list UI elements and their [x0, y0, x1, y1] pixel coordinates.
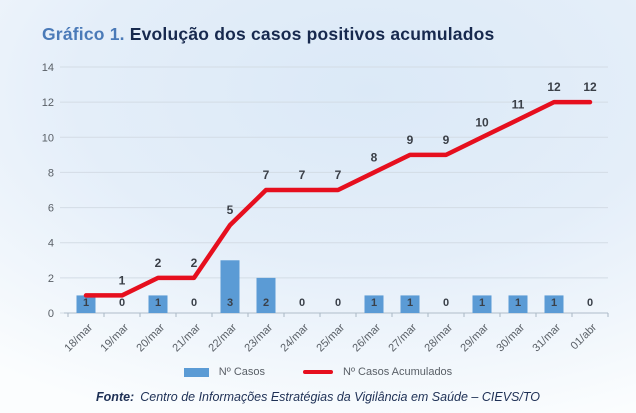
bar-value-label: 1 — [83, 297, 89, 309]
x-tick-label: 21/mar — [170, 321, 203, 354]
y-tick-label: 10 — [42, 132, 54, 144]
bar-value-label: 0 — [191, 297, 197, 309]
x-tick-label: 26/mar — [350, 321, 383, 354]
line-value-label: 12 — [583, 80, 597, 94]
y-tick-label: 2 — [48, 273, 54, 285]
source-note-label: Fonte: — [96, 390, 135, 404]
bar-value-label: 1 — [371, 297, 377, 309]
bar — [220, 260, 240, 313]
bar-value-label: 1 — [515, 297, 521, 309]
bar-value-label: 0 — [587, 297, 593, 309]
chart-title-text: Evolução dos casos positivos acumulados — [129, 24, 495, 44]
bar-value-label: 0 — [299, 297, 305, 309]
bar — [256, 277, 276, 313]
chart-title: Gráfico 1. Evolução dos casos positivos a… — [42, 24, 494, 45]
bar-value-label: 0 — [119, 297, 125, 309]
bar-value-label: 0 — [335, 297, 341, 309]
chart-title-prefix: Gráfico 1. — [42, 24, 125, 44]
y-tick-label: 4 — [48, 238, 54, 250]
source-note-text: Centro de Informações Estratégias da Vig… — [140, 390, 540, 404]
legend-line-swatch-icon — [303, 370, 333, 374]
bar — [148, 295, 168, 313]
y-tick-label: 6 — [48, 203, 54, 215]
source-note: Fonte: Centro de Informações Estratégias … — [0, 390, 636, 404]
bar-value-label: 1 — [551, 297, 557, 309]
line-value-label: 7 — [335, 168, 342, 182]
chart-legend: Nº Casos Nº Casos Acumulados — [0, 366, 636, 378]
line-value-label: 7 — [263, 168, 270, 182]
bar — [544, 295, 564, 313]
line-value-label: 12 — [547, 80, 561, 94]
y-tick-label: 8 — [48, 167, 54, 179]
x-tick-label: 19/mar — [98, 321, 131, 354]
x-tick-label: 20/mar — [134, 321, 167, 354]
legend-bar-label: Nº Casos — [218, 366, 265, 378]
y-tick-label: 14 — [42, 62, 54, 74]
line-value-label: 8 — [371, 150, 378, 164]
bar-value-label: 0 — [443, 297, 449, 309]
line-value-label: 10 — [475, 115, 489, 129]
x-tick-label: 22/mar — [206, 321, 239, 354]
line-value-label: 9 — [407, 133, 414, 147]
x-tick-label: 23/mar — [242, 321, 275, 354]
legend-line-label: Nº Casos Acumulados — [343, 366, 453, 378]
line-value-label: 5 — [227, 203, 234, 217]
x-tick-label: 29/mar — [458, 321, 491, 354]
x-tick-label: 28/mar — [422, 321, 455, 354]
line-value-label: 9 — [443, 133, 450, 147]
y-tick-label: 12 — [42, 97, 54, 109]
bar-value-label: 1 — [155, 297, 161, 309]
x-tick-label: 30/mar — [494, 321, 527, 354]
bar — [508, 295, 528, 313]
legend-bar-swatch-icon — [183, 367, 209, 377]
line-value-label: 11 — [512, 98, 525, 112]
y-tick-label: 0 — [48, 308, 54, 320]
x-tick-label: 31/mar — [530, 321, 563, 354]
line-value-label: 2 — [155, 256, 162, 270]
bar — [472, 295, 492, 313]
bar-value-label: 1 — [407, 297, 413, 309]
x-tick-label: 27/mar — [386, 321, 419, 354]
bar-value-label: 3 — [227, 297, 233, 309]
bar — [76, 295, 96, 313]
bar — [400, 295, 420, 313]
line-value-label: 2 — [191, 256, 198, 270]
x-tick-label: 24/mar — [278, 321, 311, 354]
line-value-label: 1 — [119, 273, 126, 287]
bar-value-label: 2 — [263, 297, 269, 309]
accumulated-line — [83, 99, 593, 298]
x-tick-label: 18/mar — [62, 321, 95, 354]
x-tick-label: 25/mar — [314, 321, 347, 354]
line-value-label: 7 — [299, 168, 306, 182]
bar — [364, 295, 384, 313]
bar-value-label: 1 — [479, 297, 485, 309]
x-tick-label: 01/abr — [569, 321, 600, 352]
